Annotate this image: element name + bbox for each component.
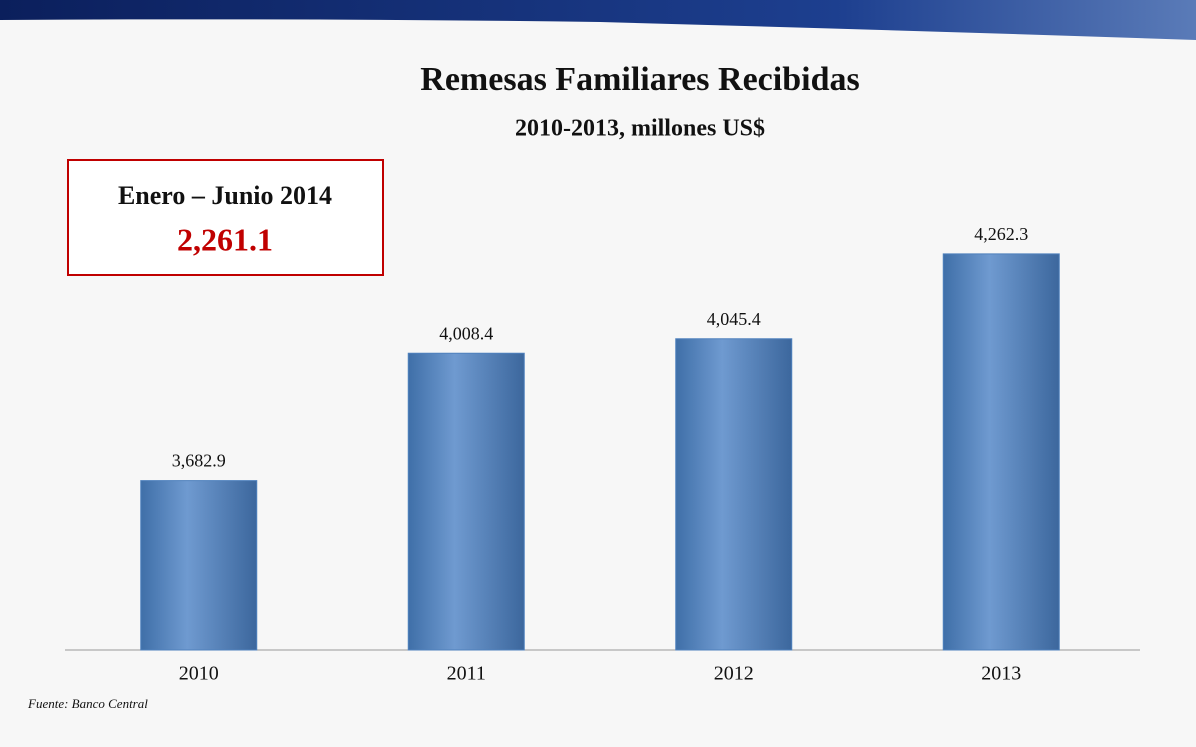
x-tick-label: 2013	[981, 663, 1021, 685]
bar	[407, 352, 525, 651]
value-label: 4,262.3	[974, 224, 1028, 244]
annotation-box	[67, 159, 384, 276]
bar	[942, 253, 1060, 651]
value-label: 3,682.9	[172, 451, 226, 471]
source: Fuente: Banco Central	[27, 696, 148, 711]
chart-subtitle: 2010-2013, millones US$	[515, 116, 765, 142]
bar	[140, 480, 258, 651]
annotation-title: Enero – Junio 2014	[118, 181, 332, 210]
header-band	[0, 0, 1196, 40]
chart-title: Remesas Familiares Recibidas	[420, 61, 859, 98]
value-label: 4,008.4	[439, 323, 493, 343]
annotation-value: 2,261.1	[177, 221, 273, 257]
value-label: 4,045.4	[707, 309, 761, 329]
x-tick-label: 2010	[179, 663, 219, 685]
x-tick-label: 2011	[447, 663, 486, 685]
x-tick-label: 2012	[714, 663, 754, 685]
bar	[675, 338, 793, 651]
